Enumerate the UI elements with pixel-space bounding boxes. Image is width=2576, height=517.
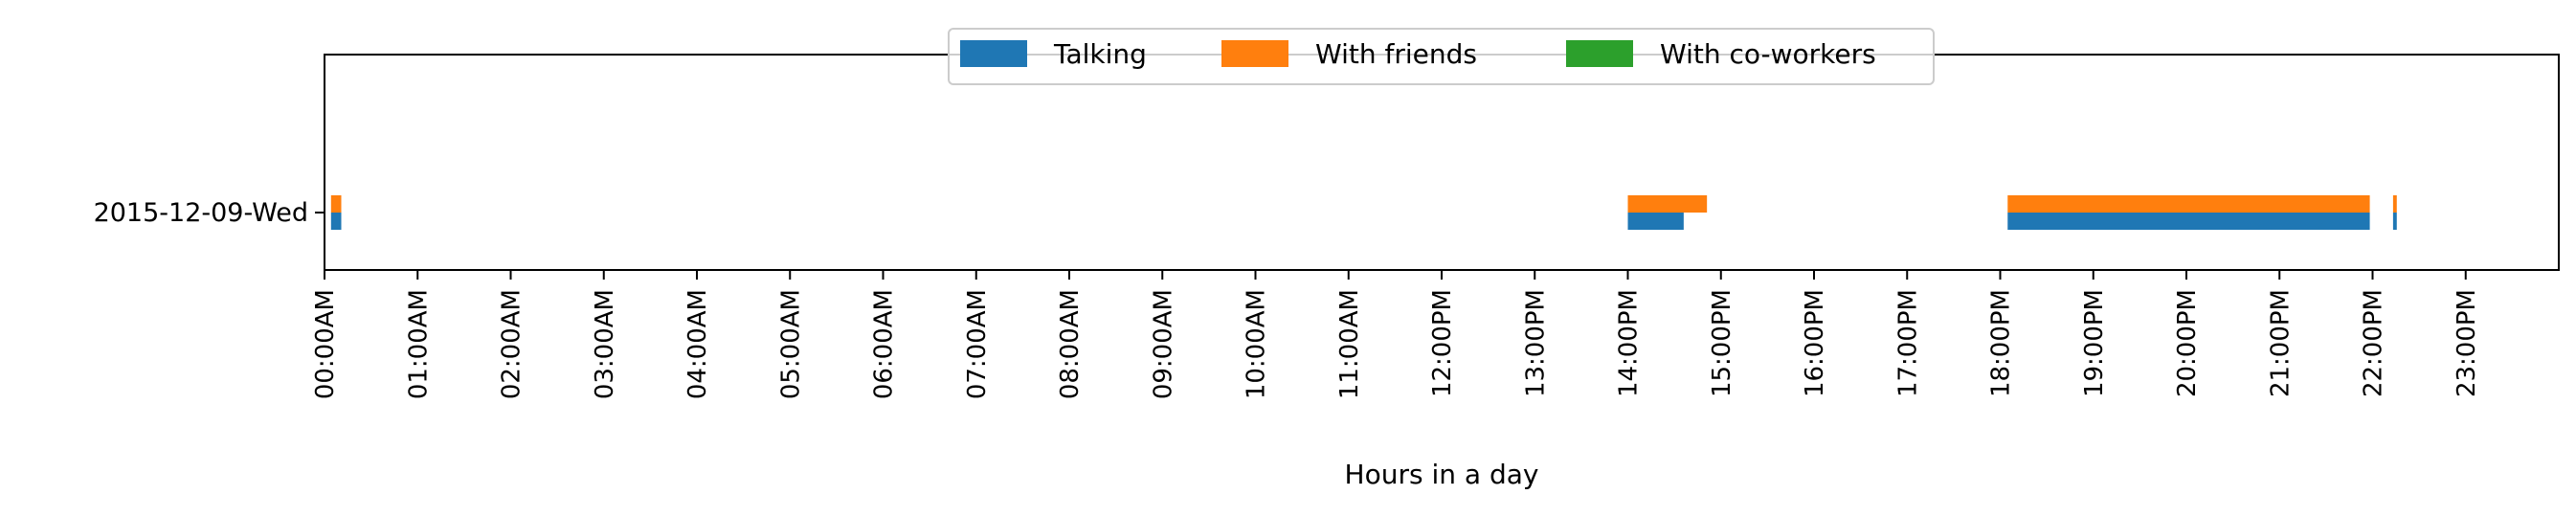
bar-with-friends-1 bbox=[1627, 195, 1708, 213]
bar-with-friends-2 bbox=[2007, 195, 2370, 213]
plot-area-frame bbox=[324, 54, 2560, 271]
x-tick-label-5: 05:00AM bbox=[776, 289, 805, 399]
x-tick-label-18: 18:00PM bbox=[1987, 289, 2016, 397]
legend-label-0: Talking bbox=[1053, 38, 1147, 70]
x-axis: 00:00AM 01:00AM 02:00AM 03:00AM 04:00AM 05:00… bbox=[311, 270, 2481, 399]
x-axis-label: Hours in a day bbox=[1345, 459, 1539, 490]
x-tick-label-12: 12:00PM bbox=[1428, 289, 1457, 397]
x-tick-label-19: 19:00PM bbox=[2080, 289, 2109, 397]
x-tick-label-4: 04:00AM bbox=[683, 289, 712, 399]
y-axis: 2015-12-09-Wed bbox=[94, 198, 325, 228]
x-tick-label-13: 13:00PM bbox=[1521, 289, 1550, 397]
x-tick-label-22: 22:00PM bbox=[2360, 289, 2388, 397]
bar-talking-3 bbox=[2392, 213, 2397, 230]
legend-swatch-1 bbox=[1221, 40, 1288, 67]
legend: Talking With friends With co-workers bbox=[948, 28, 1935, 85]
y-tick-label-0: 2015-12-09-Wed bbox=[94, 198, 308, 228]
bar-talking-1 bbox=[1627, 213, 1684, 230]
x-tick-label-1: 01:00AM bbox=[404, 289, 433, 399]
x-tick-label-11: 11:00AM bbox=[1335, 289, 1364, 399]
legend-label-2: With co-workers bbox=[1660, 38, 1876, 70]
legend-box bbox=[948, 28, 1935, 85]
x-tick-label-14: 14:00PM bbox=[1615, 289, 1644, 397]
bar-talking-2 bbox=[2007, 213, 2370, 230]
legend-swatch-0 bbox=[960, 40, 1027, 67]
x-tick-label-7: 07:00AM bbox=[963, 289, 992, 399]
x-tick-label-8: 08:00AM bbox=[1056, 289, 1085, 399]
legend-label-1: With friends bbox=[1315, 38, 1477, 70]
bar-talking-0 bbox=[330, 213, 342, 230]
bar-with-friends-0 bbox=[330, 195, 342, 213]
x-tick-label-23: 23:00PM bbox=[2453, 289, 2481, 397]
x-tick-label-17: 17:00PM bbox=[1893, 289, 1922, 397]
x-tick-label-15: 15:00PM bbox=[1708, 289, 1736, 397]
x-tick-label-0: 00:00AM bbox=[311, 289, 340, 399]
bars-layer bbox=[330, 195, 2397, 230]
bar-with-friends-3 bbox=[2392, 195, 2397, 213]
x-tick-label-21: 21:00PM bbox=[2266, 289, 2295, 397]
x-tick-label-20: 20:00PM bbox=[2173, 289, 2202, 397]
x-tick-label-6: 06:00AM bbox=[870, 289, 899, 399]
x-tick-label-2: 02:00AM bbox=[498, 289, 526, 399]
x-tick-label-16: 16:00PM bbox=[1801, 289, 1829, 397]
x-tick-label-9: 09:00AM bbox=[1149, 289, 1177, 399]
legend-swatch-2 bbox=[1566, 40, 1633, 67]
x-tick-label-10: 10:00AM bbox=[1243, 289, 1271, 399]
x-tick-label-3: 03:00AM bbox=[591, 289, 619, 399]
